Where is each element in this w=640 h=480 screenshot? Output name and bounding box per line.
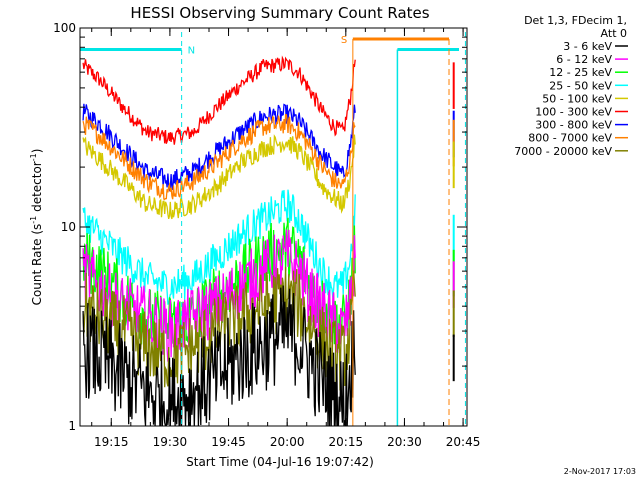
x-tick-label: 19:15 bbox=[94, 435, 129, 449]
legend-entry-label: 12 - 25 keV bbox=[549, 66, 612, 79]
x-tick-label: 20:15 bbox=[329, 435, 364, 449]
x-axis: 19:15 19:30 19:45 20:00 20:15 20:30 20:45 bbox=[91, 28, 481, 449]
legend-entry-label: 25 - 50 keV bbox=[549, 79, 612, 92]
series-line-100-300kev bbox=[82, 55, 356, 145]
legend-header-line2: Att 0 bbox=[601, 27, 627, 40]
footer-timestamp: 2-Nov-2017 17:03 bbox=[564, 467, 636, 476]
y-axis: 1 10 100 bbox=[53, 21, 467, 433]
chart-title: HESSI Observing Summary Count Rates bbox=[130, 4, 429, 22]
series-line-3-6kev bbox=[82, 285, 356, 426]
y-axis-label: Count Rate (s-1 detector-1) bbox=[29, 149, 44, 306]
legend-entry-label: 300 - 800 keV bbox=[535, 119, 612, 132]
legend-entry-label: 7000 - 20000 keV bbox=[514, 145, 612, 158]
x-tick-label: 19:30 bbox=[153, 435, 188, 449]
series-group bbox=[82, 55, 455, 426]
y-axis-label-mid: detector bbox=[30, 161, 44, 216]
x-tick-label: 19:45 bbox=[211, 435, 246, 449]
series-line-7000-20000kev bbox=[82, 266, 356, 391]
y-axis-label-sup2: -1 bbox=[29, 153, 38, 161]
flag-n-label: N bbox=[188, 45, 195, 56]
y-axis-label-main: Count Rate (s bbox=[30, 224, 44, 306]
legend-entry-label: 6 - 12 keV bbox=[556, 53, 612, 66]
legend-header-line1: Det 1,3, FDecim 1, bbox=[524, 14, 627, 27]
legend-entry-label: 800 - 7000 keV bbox=[528, 132, 612, 145]
x-tick-label: 20:00 bbox=[270, 435, 305, 449]
x-tick-label: 20:30 bbox=[387, 435, 422, 449]
plot-area: NS bbox=[80, 32, 466, 426]
legend-entry-label: 3 - 6 keV bbox=[563, 40, 612, 53]
legend-entry-label: 100 - 300 keV bbox=[535, 106, 612, 119]
x-axis-label: Start Time (04-Jul-16 19:07:42) bbox=[186, 455, 374, 469]
series-line-25-50kev bbox=[82, 189, 356, 305]
flag-s-label: S bbox=[341, 35, 347, 46]
y-tick-label: 1 bbox=[68, 419, 76, 433]
y-tick-label: 10 bbox=[61, 220, 76, 234]
series-line-800-7000kev bbox=[82, 113, 356, 201]
x-tick-label: 20:45 bbox=[446, 435, 481, 449]
y-axis-label-sup1: -1 bbox=[29, 216, 38, 224]
y-tick-label: 100 bbox=[53, 21, 76, 35]
y-axis-label-end: ) bbox=[30, 149, 44, 154]
series-line-50-100kev bbox=[82, 134, 356, 220]
legend-entry-label: 50 - 100 keV bbox=[542, 92, 612, 105]
